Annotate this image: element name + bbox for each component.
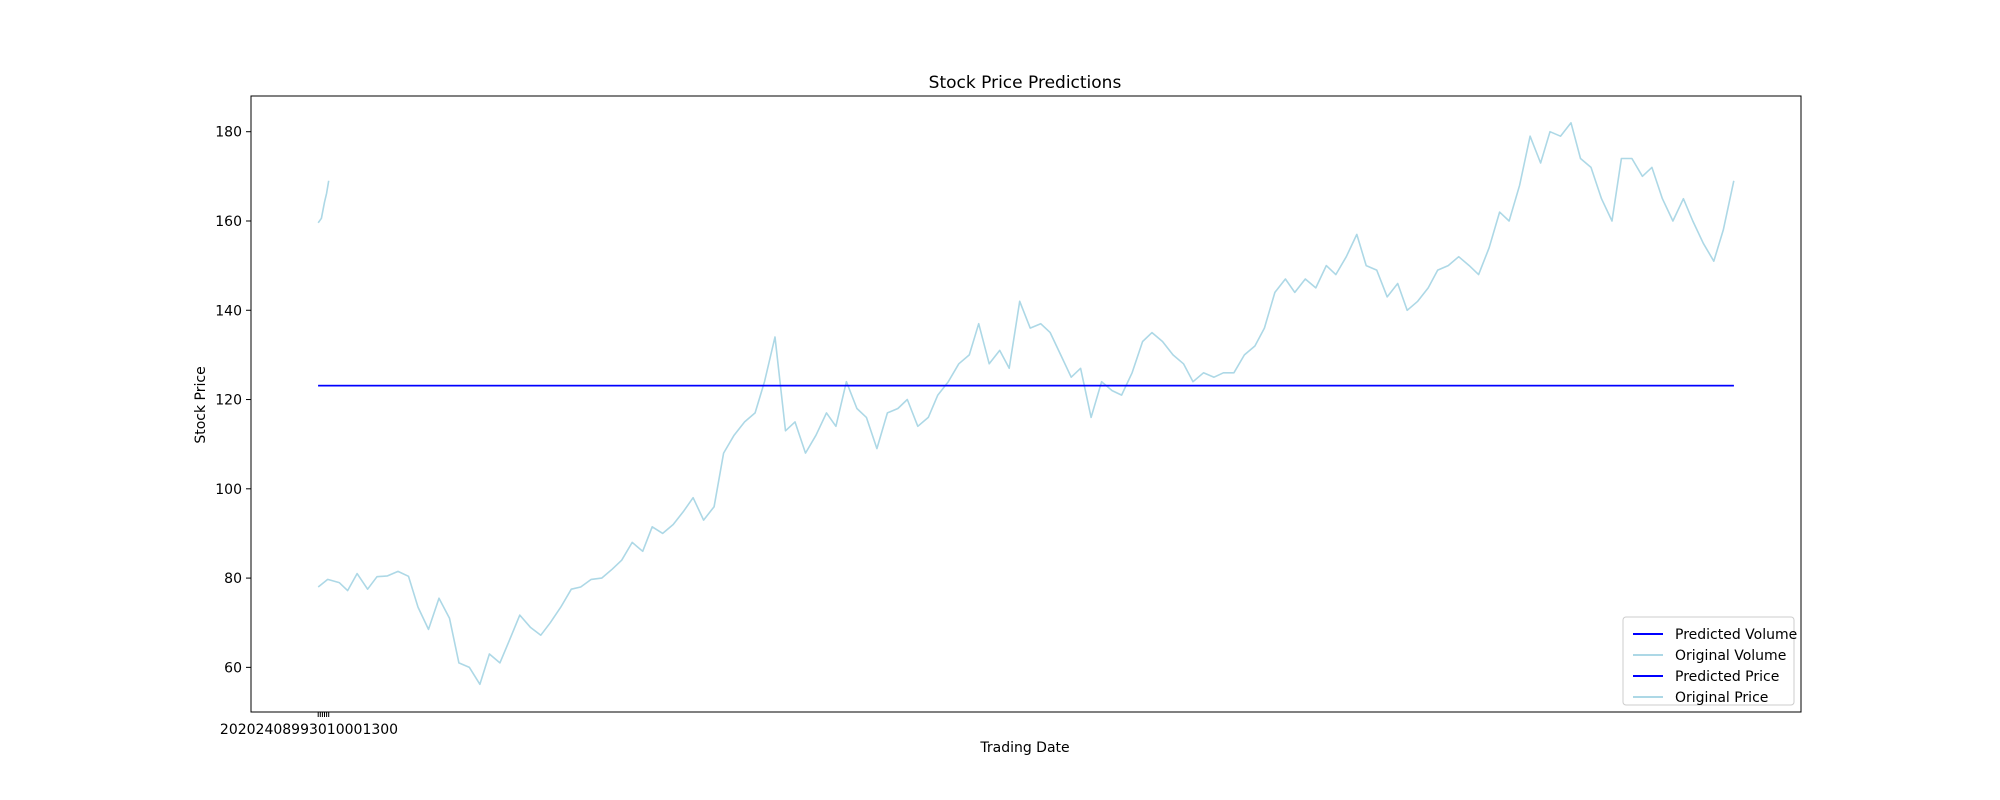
legend-box bbox=[1622, 616, 1795, 706]
legend-label: Predicted Price bbox=[1675, 669, 1779, 685]
x-axis bbox=[317, 712, 330, 717]
legend-label: Original Volume bbox=[1675, 648, 1786, 664]
y-axis: 60 80 100 120 140 160 180 bbox=[215, 125, 251, 676]
y-tick-label: 100 bbox=[215, 482, 242, 498]
series-line-original-price bbox=[317, 122, 1735, 686]
legend: Predicted Volume Original Volume Predicted… bbox=[1622, 616, 1797, 706]
legend-label: Predicted Volume bbox=[1675, 627, 1797, 643]
y-axis-label: Stock Price bbox=[193, 366, 209, 443]
x-axis-label: Trading Date bbox=[979, 740, 1069, 756]
y-tick-label: 60 bbox=[224, 660, 242, 676]
plot-lines bbox=[317, 122, 1735, 686]
x-tick-labels: 20202408993010001300 bbox=[220, 722, 398, 738]
chart-title: Stock Price Predictions bbox=[929, 73, 1122, 93]
plot-frame bbox=[250, 95, 1802, 713]
y-tick-label: 120 bbox=[215, 393, 242, 409]
y-tick-label: 140 bbox=[215, 303, 242, 319]
legend-label: Original Price bbox=[1675, 690, 1768, 706]
y-tick-label: 80 bbox=[224, 571, 242, 587]
series-line-original-volume bbox=[317, 180, 330, 224]
y-tick-label: 180 bbox=[215, 125, 242, 141]
y-tick-label: 160 bbox=[215, 214, 242, 230]
